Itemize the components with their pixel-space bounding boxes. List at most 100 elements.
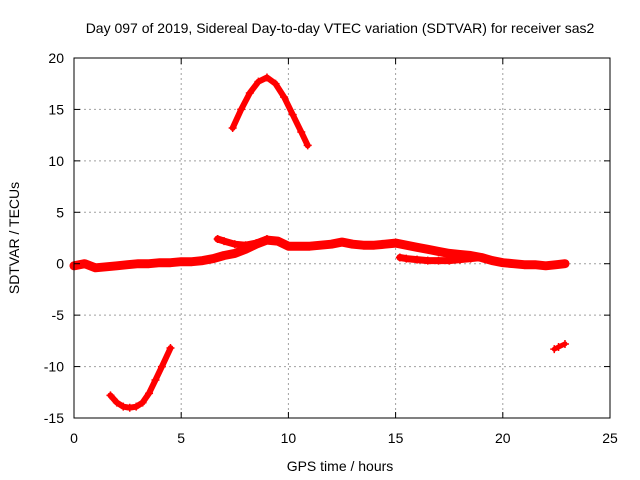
y-tick-label: 5 xyxy=(56,204,64,220)
data-point xyxy=(303,141,312,150)
data-point xyxy=(280,93,289,102)
x-tick-label: 25 xyxy=(602,430,618,446)
data-point xyxy=(125,403,134,412)
y-tick-labels: -15 -10 -5 0 5 10 15 20 xyxy=(44,50,64,426)
data-point xyxy=(348,240,357,249)
data-point xyxy=(145,259,154,268)
data-point xyxy=(395,253,404,262)
data-point xyxy=(166,344,175,353)
data-point xyxy=(271,79,280,88)
x-axis-label: GPS time / hours xyxy=(287,458,394,474)
data-point xyxy=(157,362,166,371)
chart-title: Day 097 of 2019, Sidereal Day-to-day VTE… xyxy=(86,20,595,36)
data-point xyxy=(273,237,282,246)
data-point xyxy=(316,241,325,250)
data-point xyxy=(305,242,314,251)
data-point xyxy=(488,256,497,265)
data-point xyxy=(230,240,239,249)
data-point xyxy=(262,235,271,244)
data-point xyxy=(530,260,539,269)
ticks xyxy=(73,57,611,419)
data-point xyxy=(177,257,186,266)
data-point xyxy=(455,255,464,264)
data-point xyxy=(552,260,561,269)
data-point xyxy=(560,259,569,268)
x-tick-label: 5 xyxy=(177,430,185,446)
data-point xyxy=(445,249,454,258)
data-point xyxy=(155,258,164,267)
data-point xyxy=(106,391,115,400)
series-lower-arc xyxy=(107,345,174,411)
data-point xyxy=(338,238,346,247)
data-point xyxy=(402,241,411,250)
x-tick-label: 10 xyxy=(281,430,297,446)
data-point xyxy=(166,258,175,267)
data-point xyxy=(119,402,128,411)
data-point xyxy=(498,258,507,267)
data-point xyxy=(288,110,297,119)
series-layer xyxy=(69,73,570,412)
data-point xyxy=(112,398,121,407)
data-point xyxy=(295,242,304,251)
data-point xyxy=(241,241,250,250)
data-point xyxy=(402,254,411,263)
data-point xyxy=(80,259,89,268)
x-tick-labels: 0 5 10 15 20 25 xyxy=(70,430,618,446)
data-point xyxy=(423,245,432,254)
data-point xyxy=(245,88,254,97)
y-tick-label: -10 xyxy=(44,359,64,375)
data-point xyxy=(423,256,432,265)
y-tick-label: 10 xyxy=(48,153,64,169)
data-point xyxy=(237,105,246,114)
data-point xyxy=(284,242,293,251)
x-tick-label: 15 xyxy=(388,430,404,446)
data-point xyxy=(209,254,218,263)
data-point xyxy=(91,263,100,272)
y-tick-label: 0 xyxy=(56,256,64,272)
data-point xyxy=(509,259,518,268)
data-point xyxy=(327,240,336,249)
data-point xyxy=(262,73,271,82)
data-point xyxy=(230,249,239,258)
x-tick-label: 20 xyxy=(495,430,511,446)
data-point xyxy=(466,254,475,263)
data-point xyxy=(413,255,422,264)
y-tick-label: 20 xyxy=(48,50,64,66)
data-point xyxy=(145,389,154,398)
data-point xyxy=(560,339,569,348)
series-upper-arc xyxy=(229,74,311,149)
data-point xyxy=(380,240,389,249)
data-point xyxy=(477,253,486,262)
data-point xyxy=(391,239,400,248)
plot-frame xyxy=(73,57,611,419)
data-point xyxy=(413,243,422,252)
data-point xyxy=(359,241,368,250)
y-axis-label: SDTVAR / TECUs xyxy=(6,182,22,294)
data-point xyxy=(123,260,132,269)
y-tick-label: -15 xyxy=(44,410,64,426)
data-point xyxy=(370,241,379,250)
data-point xyxy=(220,251,229,260)
series-secondary-band xyxy=(214,235,271,249)
data-point xyxy=(445,256,454,265)
data-point xyxy=(434,247,443,256)
data-point xyxy=(554,343,563,352)
data-point xyxy=(138,398,147,407)
data-point xyxy=(187,257,196,266)
x-tick-label: 0 xyxy=(70,430,78,446)
data-point xyxy=(134,259,143,268)
data-point xyxy=(297,128,306,137)
data-point xyxy=(112,261,121,270)
y-tick-label: -5 xyxy=(52,307,65,323)
data-point xyxy=(213,235,222,244)
data-point xyxy=(198,256,207,265)
data-point xyxy=(252,239,261,248)
data-point xyxy=(550,345,559,354)
data-point xyxy=(520,260,529,269)
data-point xyxy=(220,237,229,246)
data-point xyxy=(102,262,111,271)
data-point xyxy=(541,261,550,270)
data-point xyxy=(132,402,141,411)
data-point xyxy=(434,256,443,265)
